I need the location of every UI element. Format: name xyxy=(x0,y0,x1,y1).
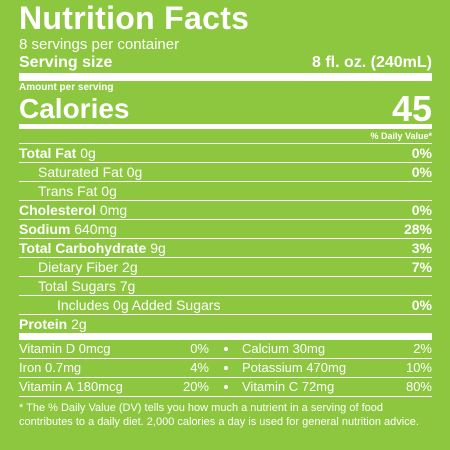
nutrient-name: Total Carbohydrate xyxy=(19,240,147,256)
footnote: * The % Daily Value (DV) tells you how m… xyxy=(19,402,419,428)
vitamin-name: Calcium 30mg xyxy=(242,341,326,356)
calories-label: Calories xyxy=(19,93,130,124)
bullet-dot xyxy=(223,347,228,351)
divider xyxy=(19,333,432,340)
nutrient-amount: 640mg xyxy=(74,221,118,237)
vitamin-cell: Calcium 30mg 2% xyxy=(242,340,432,358)
vitamins: Vitamin D 0mcg 0% Calcium 30mg 2% Iron 0.7mg… xyxy=(19,340,432,397)
nutrient-amount: 7g xyxy=(119,278,136,294)
nutrient-amount: 0g xyxy=(80,145,96,161)
bullet xyxy=(209,359,242,377)
title: Nutrition Facts xyxy=(19,0,250,36)
vitamin-cell: Vitamin A 180mcg 20% xyxy=(19,378,209,396)
nutrient-amount: 2g xyxy=(122,259,138,275)
nutrient-row: Includes 0g Added Sugars 0% xyxy=(19,295,432,314)
vitamin-dv: 0% xyxy=(190,341,209,356)
calories-value: 45 xyxy=(391,88,432,129)
nutrient-dv: 7% xyxy=(411,259,432,275)
dv-header: % Daily Value* xyxy=(370,131,432,141)
nutrient-name: Protein xyxy=(19,316,68,332)
vitamin-name: Vitamin A 180mcg xyxy=(19,379,123,394)
nutrient-row: Cholesterol 0mg 0% xyxy=(19,200,432,219)
vitamin-cell: Vitamin C 72mg 80% xyxy=(242,378,432,396)
serving-size-row: Serving size 8 fl. oz. (240mL) xyxy=(19,53,432,73)
nutrient-name: Trans Fat xyxy=(38,183,98,199)
amount-label: Amount per serving xyxy=(19,82,114,93)
vitamin-row: Iron 0.7mg 4% Potassium 470mg 10% xyxy=(19,358,432,377)
vitamin-row: Vitamin D 0mcg 0% Calcium 30mg 2% xyxy=(19,340,432,358)
nutrient-dv: 28% xyxy=(403,221,432,237)
calories-row: Calories 45 xyxy=(19,88,432,129)
serving-size: 8 fl. oz. (240mL) xyxy=(311,54,432,71)
nutrient-name: Dietary Fiber xyxy=(38,259,119,275)
nutrient-row: Dietary Fiber 2g 7% xyxy=(19,257,432,276)
nutrient-amount: 9g xyxy=(150,240,166,256)
nutrient-name: Sodium xyxy=(19,221,71,237)
vitamin-name: Vitamin D 0mcg xyxy=(19,341,111,356)
nutrient-row: Total Sugars 7g xyxy=(19,276,432,295)
nutrient-dv: 0% xyxy=(411,145,432,161)
vitamin-cell: Potassium 470mg 10% xyxy=(242,359,432,377)
nutrient-row: Sodium 640mg 28% xyxy=(19,219,432,238)
nutrient-name: Cholesterol xyxy=(19,202,97,218)
bullet xyxy=(209,378,242,396)
bullet xyxy=(209,340,242,358)
vitamin-dv: 10% xyxy=(405,360,432,375)
divider xyxy=(19,124,432,129)
nutrient-amount: 2g xyxy=(71,316,87,332)
nutrient-row: Total Fat 0g 0% xyxy=(19,143,432,162)
bullet-dot xyxy=(223,366,228,370)
nutrient-row: Protein 2g xyxy=(19,314,432,333)
nutrient-name: Total Fat xyxy=(19,145,77,161)
vitamin-dv: 2% xyxy=(413,341,432,356)
nutrient-row: Total Carbohydrate 9g 3% xyxy=(19,238,432,257)
divider xyxy=(19,73,432,81)
nutrient-name: Total Sugars xyxy=(38,278,116,294)
nutrient-dv: 3% xyxy=(411,240,432,256)
vitamin-dv: 20% xyxy=(182,379,209,394)
vitamin-name: Iron 0.7mg xyxy=(19,360,82,375)
nutrient-dv: 0% xyxy=(411,202,432,218)
vitamin-dv: 4% xyxy=(190,360,209,375)
nutrient-name: Saturated Fat xyxy=(38,164,123,180)
vitamin-name: Vitamin C 72mg xyxy=(242,379,335,394)
nutrient-row: Trans Fat 0g xyxy=(19,181,432,200)
nutrient-name: Includes 0g Added Sugars xyxy=(57,297,221,313)
vitamin-cell: Iron 0.7mg 4% xyxy=(19,359,209,377)
nutrition-label: Nutrition Facts 8 servings per container… xyxy=(19,0,432,429)
vitamin-name: Potassium 470mg xyxy=(242,360,347,375)
nutrient-dv: 0% xyxy=(411,297,432,313)
nutrient-row: Saturated Fat 0g 0% xyxy=(19,162,432,181)
nutrient-amount: 0g xyxy=(101,183,117,199)
vitamin-cell: Vitamin D 0mcg 0% xyxy=(19,340,209,358)
serving-size-label: Serving size xyxy=(19,54,113,71)
vitamin-row: Vitamin A 180mcg 20% Vitamin C 72mg 80% xyxy=(19,377,432,396)
bullet-dot xyxy=(223,385,228,389)
nutrient-amount: 0g xyxy=(126,164,143,180)
servings: 8 servings per container xyxy=(19,36,180,53)
nutrient-amount: 0mg xyxy=(99,202,128,218)
vitamin-dv: 80% xyxy=(405,379,432,394)
nutrient-dv: 0% xyxy=(411,164,432,180)
